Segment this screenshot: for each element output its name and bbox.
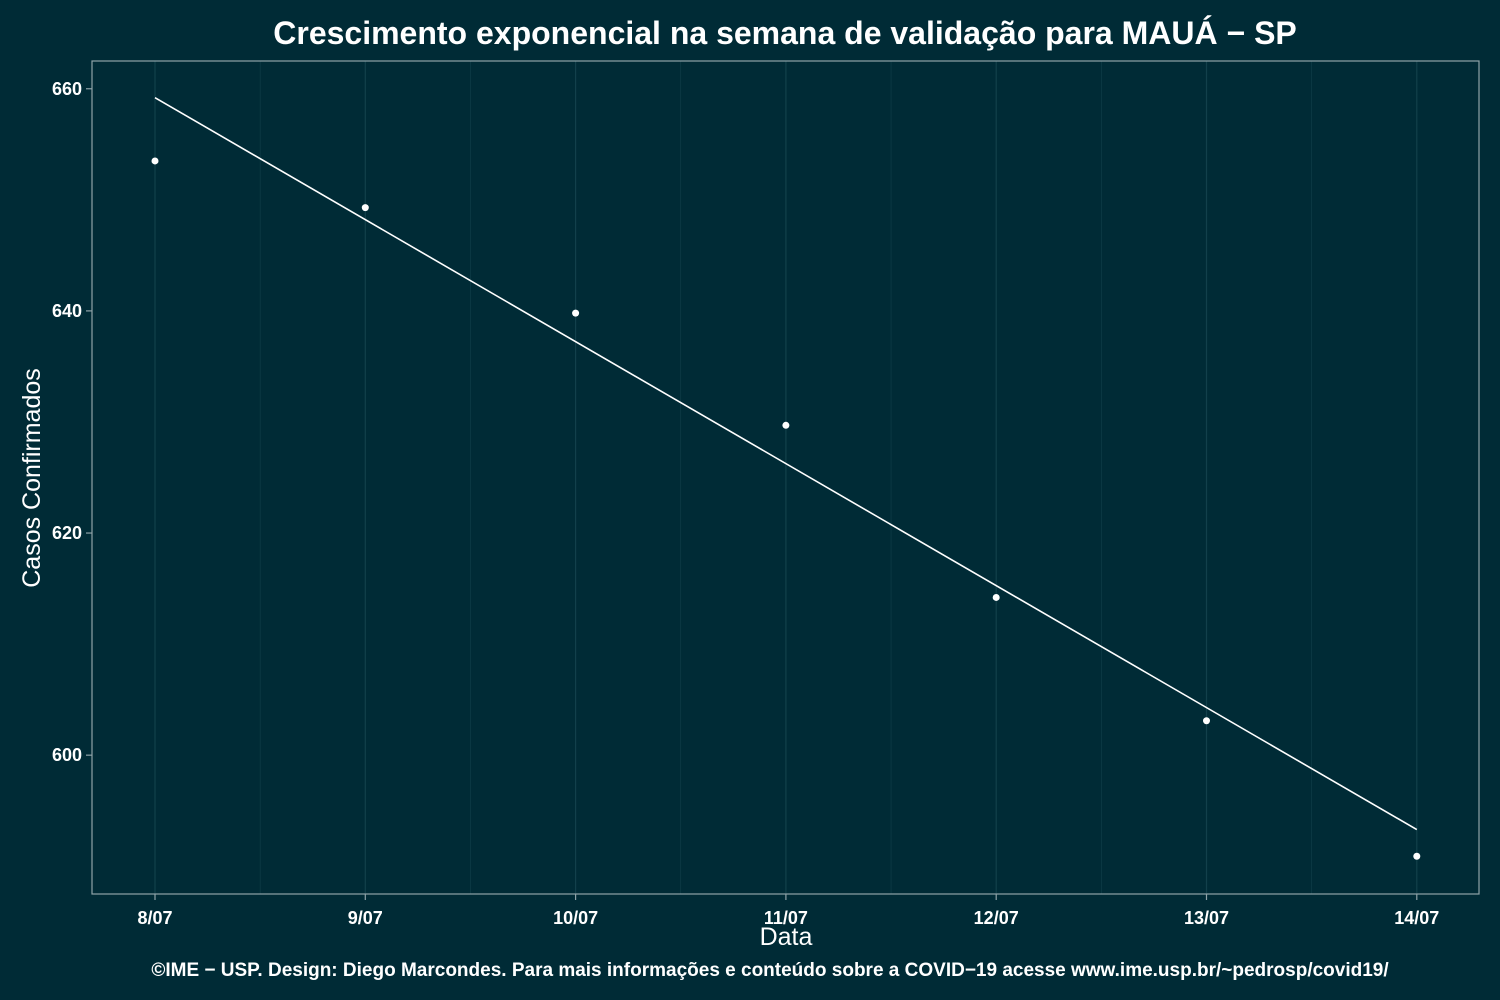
y-tick-label: 640 — [52, 301, 82, 321]
x-tick-label: 10/07 — [553, 908, 598, 928]
x-tick-label: 9/07 — [348, 908, 383, 928]
x-tick-label: 14/07 — [1394, 908, 1439, 928]
y-tick-label: 600 — [52, 745, 82, 765]
data-point — [361, 204, 369, 212]
y-tick-label: 620 — [52, 523, 82, 543]
data-point — [1413, 852, 1421, 860]
data-point — [992, 593, 1000, 601]
y-axis: 600 620 640 660 — [52, 79, 92, 765]
grid-lines — [154, 61, 1418, 894]
footer-credit: ©IME − USP. Design: Diego Marcondes. Par… — [151, 960, 1389, 981]
points-layer — [151, 157, 1421, 860]
data-point — [151, 157, 159, 165]
x-axis-title: Data — [760, 923, 813, 951]
data-point — [1203, 717, 1210, 725]
fit-line — [154, 96, 1418, 831]
y-tick-label: 660 — [52, 79, 82, 99]
y-axis-title: Casos Confirmados — [18, 368, 46, 588]
data-point — [782, 421, 790, 429]
x-axis: 8/07 9/07 10/07 11/07 12/07 13/07 14/07 — [137, 894, 1439, 928]
fit-line-layer — [154, 96, 1418, 831]
chart-title: Crescimento exponencial na semana de val… — [273, 15, 1297, 51]
x-tick-label: 13/07 — [1184, 908, 1229, 928]
x-tick-label: 12/07 — [974, 908, 1019, 928]
x-tick-label: 8/07 — [137, 908, 172, 928]
data-point — [572, 309, 580, 317]
x-tick-label: 11/07 — [764, 908, 808, 928]
